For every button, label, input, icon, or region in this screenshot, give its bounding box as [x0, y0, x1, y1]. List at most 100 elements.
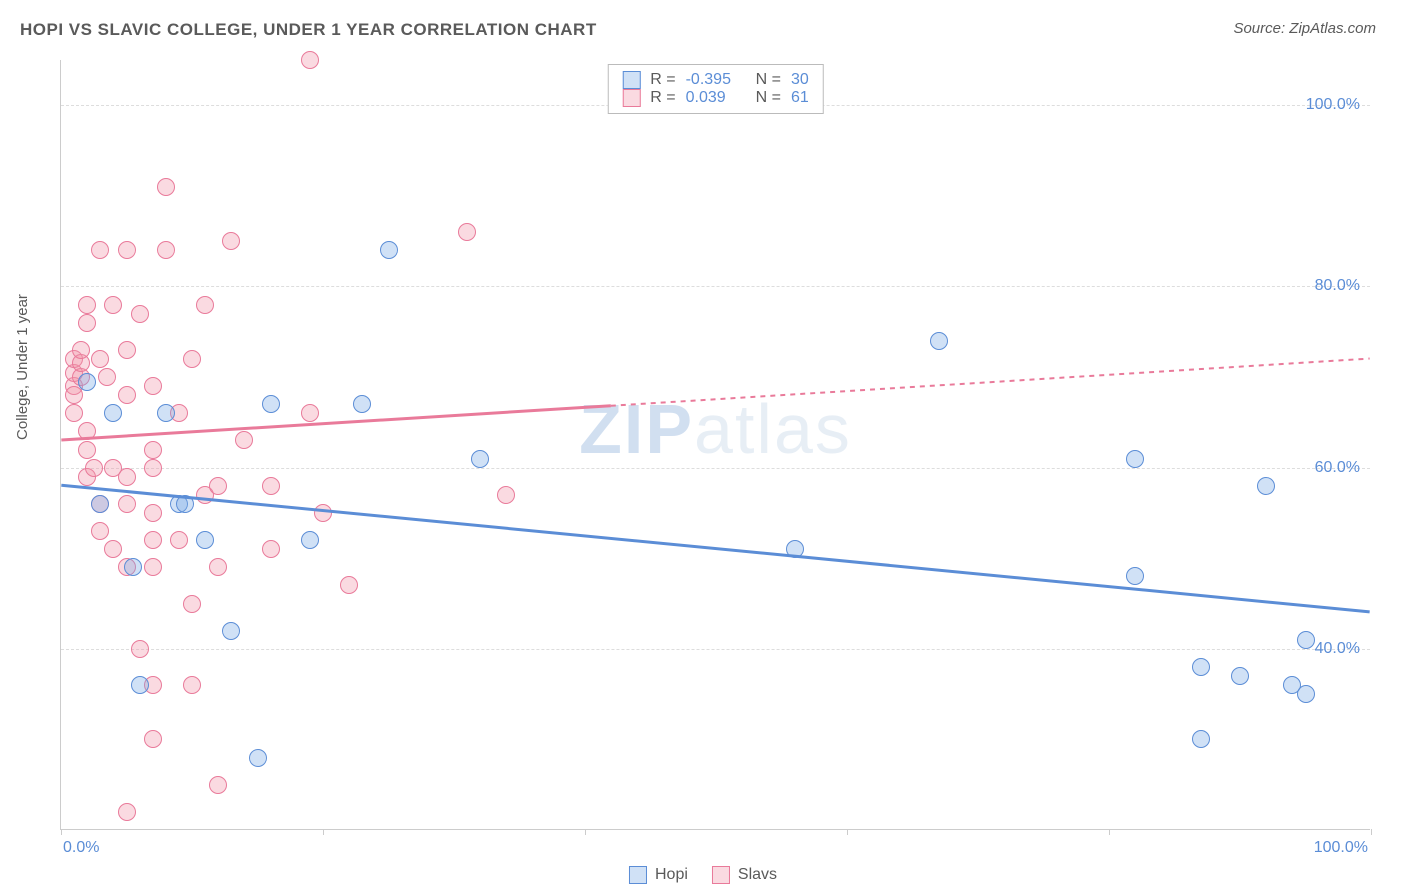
- data-point: [157, 241, 175, 259]
- data-point: [131, 676, 149, 694]
- legend-swatch: [629, 866, 647, 884]
- data-point: [353, 395, 371, 413]
- data-point: [98, 368, 116, 386]
- correlation-legend: R =-0.395N =30R =0.039N =61: [607, 64, 823, 114]
- legend-item: Slavs: [712, 866, 777, 884]
- data-point: [91, 495, 109, 513]
- trendline-dashed: [611, 359, 1370, 406]
- data-point: [209, 776, 227, 794]
- data-point: [196, 296, 214, 314]
- data-point: [1126, 567, 1144, 585]
- watermark-right: atlas: [694, 390, 852, 468]
- data-point: [497, 486, 515, 504]
- data-point: [157, 404, 175, 422]
- data-point: [118, 341, 136, 359]
- trend-lines: [61, 60, 1370, 829]
- r-label: R =: [650, 89, 675, 107]
- data-point: [183, 595, 201, 613]
- legend-row: R =0.039N =61: [622, 89, 808, 107]
- data-point: [91, 522, 109, 540]
- data-point: [183, 350, 201, 368]
- data-point: [1192, 730, 1210, 748]
- legend-swatch: [622, 71, 640, 89]
- y-tick-label: 40.0%: [1315, 640, 1360, 658]
- data-point: [380, 241, 398, 259]
- n-label: N =: [756, 71, 781, 89]
- watermark-left: ZIP: [579, 390, 694, 468]
- data-point: [262, 477, 280, 495]
- data-point: [78, 422, 96, 440]
- data-point: [91, 241, 109, 259]
- y-axis-label: College, Under 1 year: [14, 294, 31, 440]
- data-point: [85, 459, 103, 477]
- data-point: [471, 450, 489, 468]
- data-point: [209, 477, 227, 495]
- data-point: [131, 305, 149, 323]
- data-point: [78, 296, 96, 314]
- data-point: [65, 404, 83, 422]
- trendline: [61, 485, 1369, 612]
- x-tick: [1109, 829, 1110, 835]
- legend-row: R =-0.395N =30: [622, 71, 808, 89]
- data-point: [124, 558, 142, 576]
- data-point: [144, 377, 162, 395]
- legend-swatch: [712, 866, 730, 884]
- data-point: [157, 178, 175, 196]
- y-tick-label: 100.0%: [1306, 96, 1360, 114]
- data-point: [144, 504, 162, 522]
- x-tick: [847, 829, 848, 835]
- data-point: [314, 504, 332, 522]
- n-value: 30: [791, 71, 809, 89]
- data-point: [222, 622, 240, 640]
- data-point: [786, 540, 804, 558]
- data-point: [104, 404, 122, 422]
- n-label: N =: [756, 89, 781, 107]
- data-point: [144, 558, 162, 576]
- x-tick: [1371, 829, 1372, 835]
- data-point: [118, 803, 136, 821]
- data-point: [183, 676, 201, 694]
- gridline-h: [61, 468, 1370, 469]
- data-point: [144, 531, 162, 549]
- data-point: [340, 576, 358, 594]
- x-tick: [61, 829, 62, 835]
- legend-item: Hopi: [629, 866, 688, 884]
- data-point: [196, 531, 214, 549]
- chart-plot-area: ZIPatlas R =-0.395N =30R =0.039N =61 40.…: [60, 60, 1370, 830]
- legend-label: Slavs: [738, 866, 777, 884]
- data-point: [91, 350, 109, 368]
- r-value: 0.039: [686, 89, 746, 107]
- data-point: [144, 459, 162, 477]
- data-point: [262, 540, 280, 558]
- series-legend: Hopi Slavs: [629, 866, 777, 884]
- data-point: [144, 730, 162, 748]
- data-point: [249, 749, 267, 767]
- data-point: [301, 51, 319, 69]
- data-point: [65, 386, 83, 404]
- data-point: [118, 241, 136, 259]
- x-tick-label-right: 100.0%: [1314, 839, 1368, 857]
- data-point: [222, 232, 240, 250]
- trendline: [61, 406, 610, 440]
- x-tick: [323, 829, 324, 835]
- data-point: [458, 223, 476, 241]
- data-point: [118, 386, 136, 404]
- x-tick: [585, 829, 586, 835]
- data-point: [1192, 658, 1210, 676]
- data-point: [235, 431, 253, 449]
- watermark: ZIPatlas: [579, 389, 852, 469]
- data-point: [1297, 685, 1315, 703]
- data-point: [1257, 477, 1275, 495]
- data-point: [78, 373, 96, 391]
- y-tick-label: 60.0%: [1315, 459, 1360, 477]
- data-point: [118, 495, 136, 513]
- data-point: [1297, 631, 1315, 649]
- data-point: [209, 558, 227, 576]
- data-point: [1126, 450, 1144, 468]
- data-point: [1231, 667, 1249, 685]
- y-tick-label: 80.0%: [1315, 277, 1360, 295]
- data-point: [144, 441, 162, 459]
- chart-title: HOPI VS SLAVIC COLLEGE, UNDER 1 YEAR COR…: [20, 20, 597, 40]
- data-point: [176, 495, 194, 513]
- data-point: [72, 341, 90, 359]
